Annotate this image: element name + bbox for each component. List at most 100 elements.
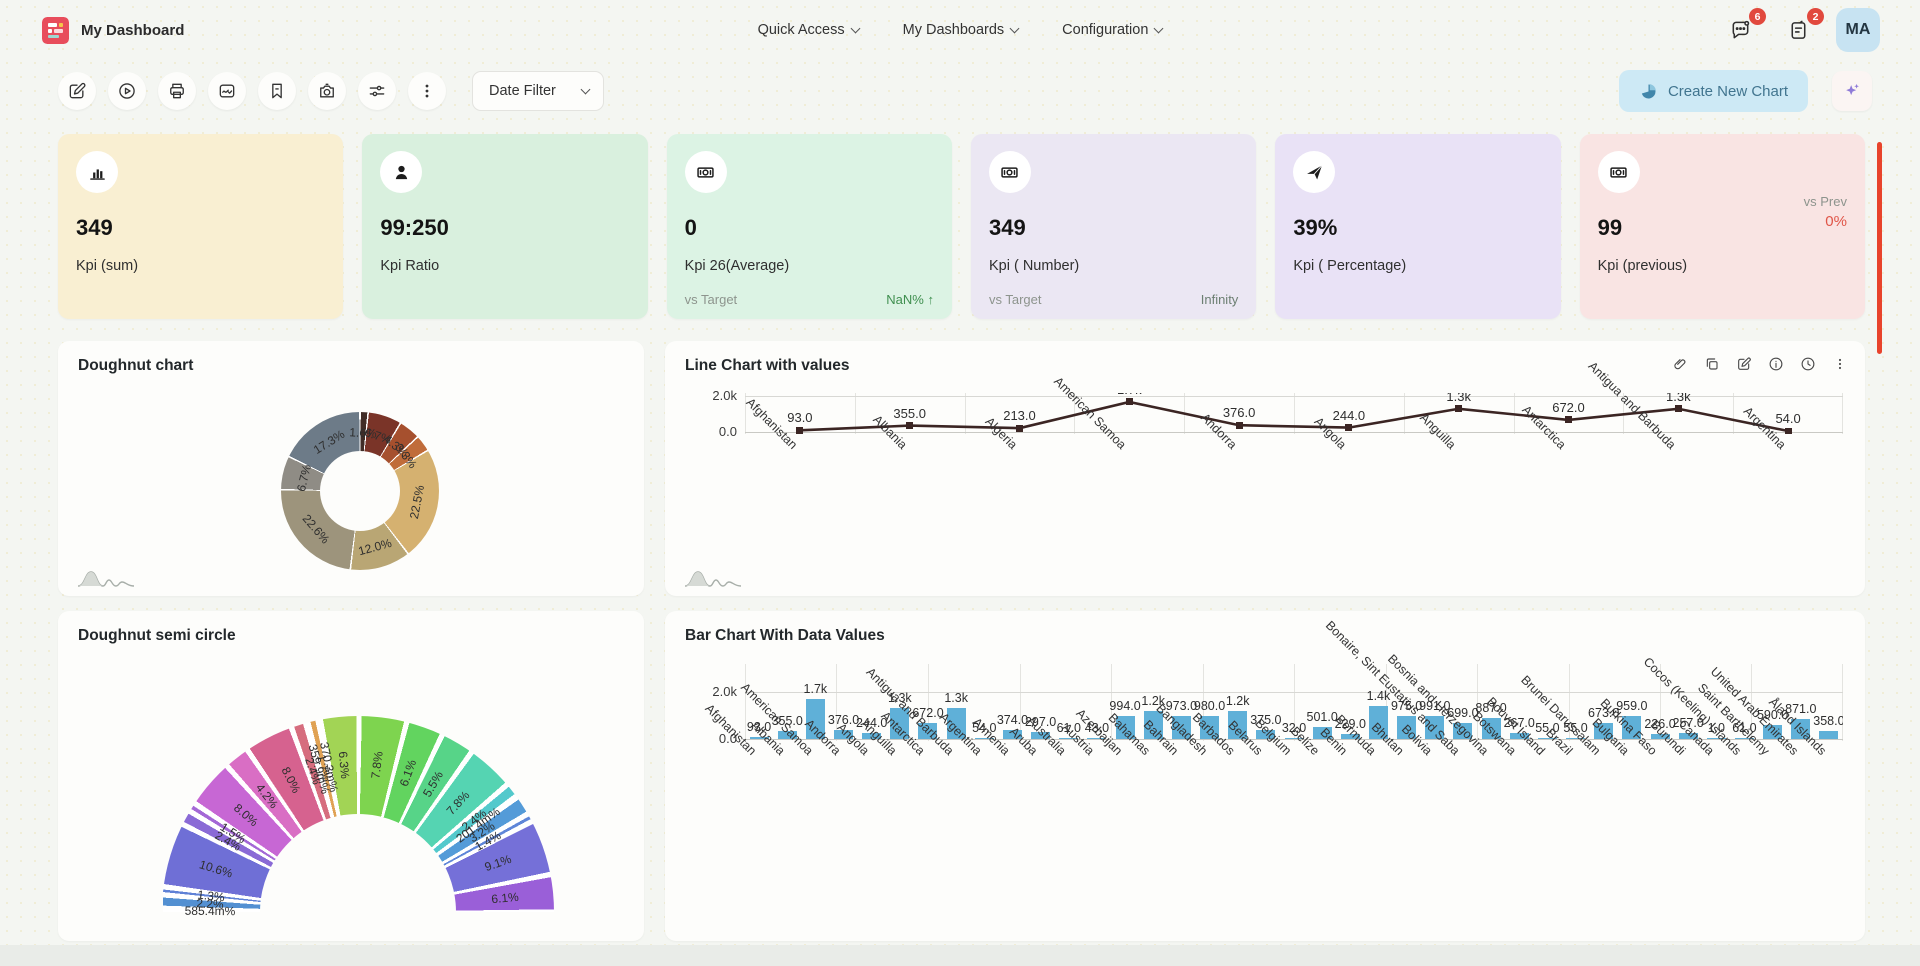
kpi-card-4: 39% Kpi ( Percentage) xyxy=(1275,134,1561,319)
person-icon xyxy=(380,151,423,193)
bar xyxy=(1734,737,1754,739)
kpi-label: Kpi ( Percentage) xyxy=(1293,258,1407,274)
more-vertical-icon[interactable] xyxy=(1831,355,1849,373)
bar xyxy=(1425,715,1445,739)
bar xyxy=(1143,710,1163,739)
play-button[interactable] xyxy=(108,72,146,110)
edit-dashboard-button[interactable] xyxy=(58,72,96,110)
kpi-value: 99:250 xyxy=(380,215,449,240)
clipboard-icon xyxy=(1791,20,1805,39)
edit-icon xyxy=(69,82,86,99)
value-label: 672.0 xyxy=(912,706,944,721)
nav-configuration[interactable]: Configuration xyxy=(1062,22,1164,38)
value-label: 980.0 xyxy=(1193,698,1226,713)
bar-chart-card: Bar Chart With Data Values 93.0 355.0 1.7k… xyxy=(665,611,1865,941)
bar xyxy=(1566,737,1586,739)
screenshot-button[interactable] xyxy=(308,72,346,110)
chart-actions xyxy=(1671,355,1849,373)
bookmark-button[interactable] xyxy=(258,72,296,110)
bar xyxy=(1031,732,1051,739)
ai-assistant-button[interactable] xyxy=(1832,71,1872,111)
tasks-badge: 2 xyxy=(1807,8,1824,25)
date-filter-select[interactable]: Date Filter xyxy=(472,71,604,111)
bar xyxy=(1650,733,1670,739)
presentation-button[interactable] xyxy=(208,72,246,110)
bar xyxy=(1115,715,1135,739)
value-label: 43.0 xyxy=(1084,720,1110,735)
dashboard-toolbar: Date Filter Create New Chart xyxy=(0,60,1920,112)
kpi-footer-label: vs Target xyxy=(988,292,1042,307)
chevron-down-icon xyxy=(850,23,861,34)
brand[interactable]: My Dashboard xyxy=(42,16,185,44)
filters-button[interactable] xyxy=(358,72,396,110)
kpi-label: Kpi (sum) xyxy=(76,258,139,274)
kpi-vs-prev: vs Prev 0% xyxy=(1804,194,1847,230)
duplicate-icon[interactable] xyxy=(1703,355,1721,373)
bar xyxy=(1340,733,1360,739)
value-label: 1.7k xyxy=(1117,393,1142,397)
nav-quick-access[interactable]: Quick Access xyxy=(758,22,861,38)
tasks-button[interactable]: 2 xyxy=(1778,8,1824,50)
kpi-value: 39% xyxy=(1293,215,1338,240)
kpi-footer: vs Target Infinity xyxy=(989,292,1238,307)
create-new-chart-label: Create New Chart xyxy=(1667,82,1788,100)
value-label: 54.0 xyxy=(972,720,997,735)
nav-my-dashboards[interactable]: My Dashboards xyxy=(903,22,1020,38)
bar xyxy=(1481,718,1501,739)
y-axis-tick: 2.0k xyxy=(712,388,737,403)
link-icon[interactable] xyxy=(1671,355,1689,373)
value-label: 93.0 xyxy=(746,719,772,734)
data-point xyxy=(1674,405,1682,413)
bar xyxy=(1678,732,1698,739)
bar xyxy=(834,730,854,739)
kpi-label: Kpi (previous) xyxy=(1597,258,1688,274)
bar xyxy=(1509,732,1529,739)
watermark-sparkline-logo xyxy=(77,571,135,587)
value-label: 699.0 xyxy=(1447,705,1479,720)
create-new-chart-button[interactable]: Create New Chart xyxy=(1618,70,1808,112)
slice-label: 6.3% xyxy=(335,750,353,779)
play-icon xyxy=(119,83,135,99)
kpi-footer-label: vs Target xyxy=(684,292,738,307)
print-button[interactable] xyxy=(158,72,196,110)
bar xyxy=(1819,730,1839,739)
value-label: 244.0 xyxy=(856,716,888,731)
app-logo-icon xyxy=(42,16,69,44)
semi-doughnut-chart-card: Doughnut semi circle 585.4m% 2.2% 1.3% 10.6… xyxy=(58,611,644,941)
value-label: 54.0 xyxy=(1775,411,1801,427)
bar xyxy=(918,723,938,739)
banknote-icon xyxy=(1597,151,1640,193)
value-label: 1.4k xyxy=(1366,689,1391,704)
bar xyxy=(1200,715,1220,739)
kpi-card-3: 349 Kpi ( Number) vs Target Infinity xyxy=(970,134,1257,319)
data-point xyxy=(1455,405,1463,413)
top-navbar: My Dashboard Quick Access My Dashboards … xyxy=(0,0,1920,60)
bar xyxy=(1594,723,1614,739)
page-title: My Dashboard xyxy=(81,21,185,39)
slice-label: 6.1% xyxy=(491,889,520,907)
messages-badge: 6 xyxy=(1749,8,1766,25)
value-label: 994.0 xyxy=(1109,698,1141,713)
more-options-button[interactable] xyxy=(408,72,446,110)
user-avatar[interactable]: MA xyxy=(1836,8,1880,52)
value-label: 374.0 xyxy=(996,713,1029,728)
info-icon[interactable] xyxy=(1767,355,1785,373)
bar xyxy=(1228,710,1248,739)
value-label: 1.2k xyxy=(1225,693,1250,708)
vertical-scroll-indicator[interactable] xyxy=(1877,142,1882,354)
value-label: 1.7k xyxy=(803,682,828,697)
value-label: 61.0 xyxy=(1732,720,1757,735)
value-label: 1.3k xyxy=(1666,393,1691,404)
value-label: 673.0 xyxy=(1588,706,1620,721)
chart-title: Doughnut semi circle xyxy=(78,627,236,644)
kpi-footer-value: Infinity xyxy=(1200,292,1239,307)
messages-button[interactable]: 6 xyxy=(1720,8,1766,50)
bar xyxy=(1312,727,1332,739)
value-label: 229.0 xyxy=(1334,716,1366,731)
edit-icon[interactable] xyxy=(1735,355,1753,373)
history-icon[interactable] xyxy=(1799,355,1817,373)
value-label: 376.0 xyxy=(1222,405,1256,421)
horizontal-scrollbar[interactable] xyxy=(0,945,1920,966)
arrow-up-icon: ↑ xyxy=(927,292,934,307)
value-label: 355.0 xyxy=(771,713,803,728)
